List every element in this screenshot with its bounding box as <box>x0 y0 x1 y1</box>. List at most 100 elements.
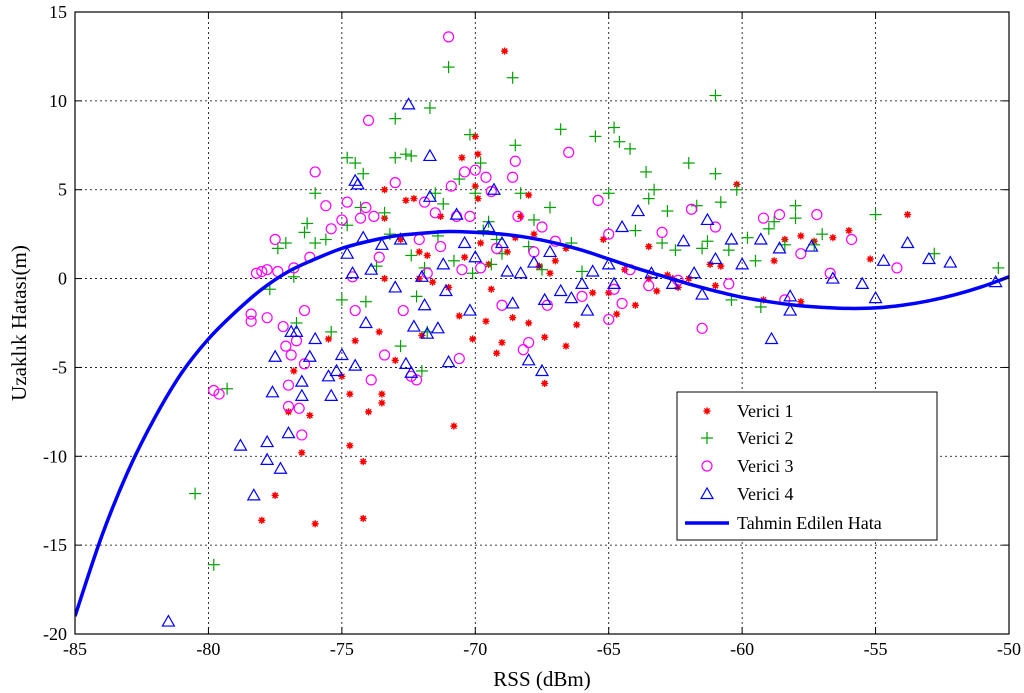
data-point-star <box>351 337 359 345</box>
data-point-plus <box>749 254 762 267</box>
data-point-plus <box>869 208 882 221</box>
data-point-star <box>503 248 511 256</box>
data-point-circle <box>643 280 655 292</box>
data-point-star <box>525 191 533 199</box>
legend-item-fit: Tahmin Edilen Hata <box>685 513 882 533</box>
data-point-star <box>450 422 458 430</box>
data-point-triangle <box>665 276 680 290</box>
data-point-plus <box>349 157 362 170</box>
data-point-plus <box>221 382 234 395</box>
data-point-circle <box>389 177 401 189</box>
data-point-triangle <box>324 388 339 401</box>
data-point-circle <box>282 400 295 413</box>
data-point-star <box>391 356 399 364</box>
legend: Verici 1 Verici 2 Verici 3 Verici 4 Tahm… <box>676 391 938 541</box>
data-point-circle <box>469 164 481 176</box>
data-point-triangle <box>436 257 451 270</box>
x-tick-label: -60 <box>730 639 754 659</box>
data-point-triangle <box>260 434 275 448</box>
data-point-circle <box>293 402 305 414</box>
data-point-triangle <box>417 298 432 311</box>
data-point-circle <box>336 214 348 226</box>
data-point-plus <box>189 487 202 500</box>
data-point-star <box>711 282 720 290</box>
data-point-circle <box>696 322 708 334</box>
data-point-triangle <box>449 207 464 220</box>
data-point-star <box>290 367 298 375</box>
legend-box <box>676 391 938 541</box>
legend-marker-triangle <box>699 486 715 500</box>
data-point-star <box>589 289 597 297</box>
data-point-plus <box>682 157 695 170</box>
data-point-triangle <box>783 303 798 316</box>
data-point-star <box>359 514 367 523</box>
data-point-plus <box>730 183 743 196</box>
data-point-circle <box>410 374 423 386</box>
data-point-star <box>845 226 853 235</box>
data-point-plus <box>762 222 775 235</box>
data-point-circle <box>608 283 620 295</box>
data-point-triangle <box>564 290 579 304</box>
data-point-star <box>380 186 389 194</box>
data-point-triangle <box>393 232 408 245</box>
data-point-triangle <box>855 276 870 290</box>
x-tick-label: -75 <box>330 639 354 659</box>
data-point-plus <box>309 237 322 250</box>
data-point-triangle <box>348 358 363 371</box>
data-point-star <box>829 234 837 242</box>
data-point-circle <box>368 210 380 222</box>
legend-marker-symbol <box>701 432 713 444</box>
data-point-triangle <box>494 235 510 249</box>
data-point-plus <box>389 112 402 125</box>
data-point-circle <box>280 340 292 352</box>
data-point-triangle <box>374 237 389 250</box>
data-point-circle <box>509 155 521 167</box>
data-point-triangle <box>676 234 691 247</box>
data-point-star <box>410 195 418 203</box>
data-point-triangle <box>398 356 413 369</box>
data-point-circle <box>269 233 281 246</box>
data-point-star <box>645 242 653 251</box>
data-point-star <box>359 458 367 466</box>
data-point-triangle <box>825 271 840 284</box>
data-point-triangle <box>422 148 437 162</box>
data-point-plus <box>415 364 428 377</box>
data-point-plus <box>469 187 482 200</box>
data-point-plus <box>624 142 637 155</box>
data-point-circle <box>341 196 353 208</box>
data-point-star <box>717 262 725 270</box>
data-point-star <box>469 335 477 343</box>
data-point-triangle <box>574 276 590 290</box>
data-point-plus <box>309 187 322 200</box>
data-point-star <box>797 232 805 240</box>
data-point-circle <box>378 349 391 361</box>
data-point-star <box>346 390 354 398</box>
data-point-triangle <box>404 365 419 378</box>
data-point-circle <box>773 208 786 221</box>
data-point-star <box>455 312 463 320</box>
data-point-circle <box>373 251 385 263</box>
legend-item-verici-1: Verici 1 <box>703 401 793 421</box>
data-point-circle <box>603 228 615 240</box>
data-point-triangle <box>422 189 437 202</box>
data-point-circle <box>795 248 807 260</box>
data-point-star <box>306 411 314 420</box>
data-point-triangle <box>724 232 739 245</box>
x-tick-label: -50 <box>997 639 1021 659</box>
data-point-plus <box>629 224 642 237</box>
data-point-triangle <box>308 331 323 345</box>
data-point-triangle <box>273 461 288 474</box>
data-point-circle <box>723 278 735 290</box>
data-point-circle <box>453 352 465 365</box>
x-tick-label: -80 <box>196 639 220 659</box>
data-point-triangle <box>334 347 349 361</box>
data-point-triangle <box>700 212 715 226</box>
data-point-plus <box>554 123 567 136</box>
data-point-plus <box>669 244 682 257</box>
legend-marker-symbol <box>703 407 711 415</box>
legend-label: Verici 2 <box>737 428 793 448</box>
y-tick-label: -5 <box>52 357 67 377</box>
data-point-star <box>458 154 466 162</box>
data-markers <box>161 31 1005 627</box>
